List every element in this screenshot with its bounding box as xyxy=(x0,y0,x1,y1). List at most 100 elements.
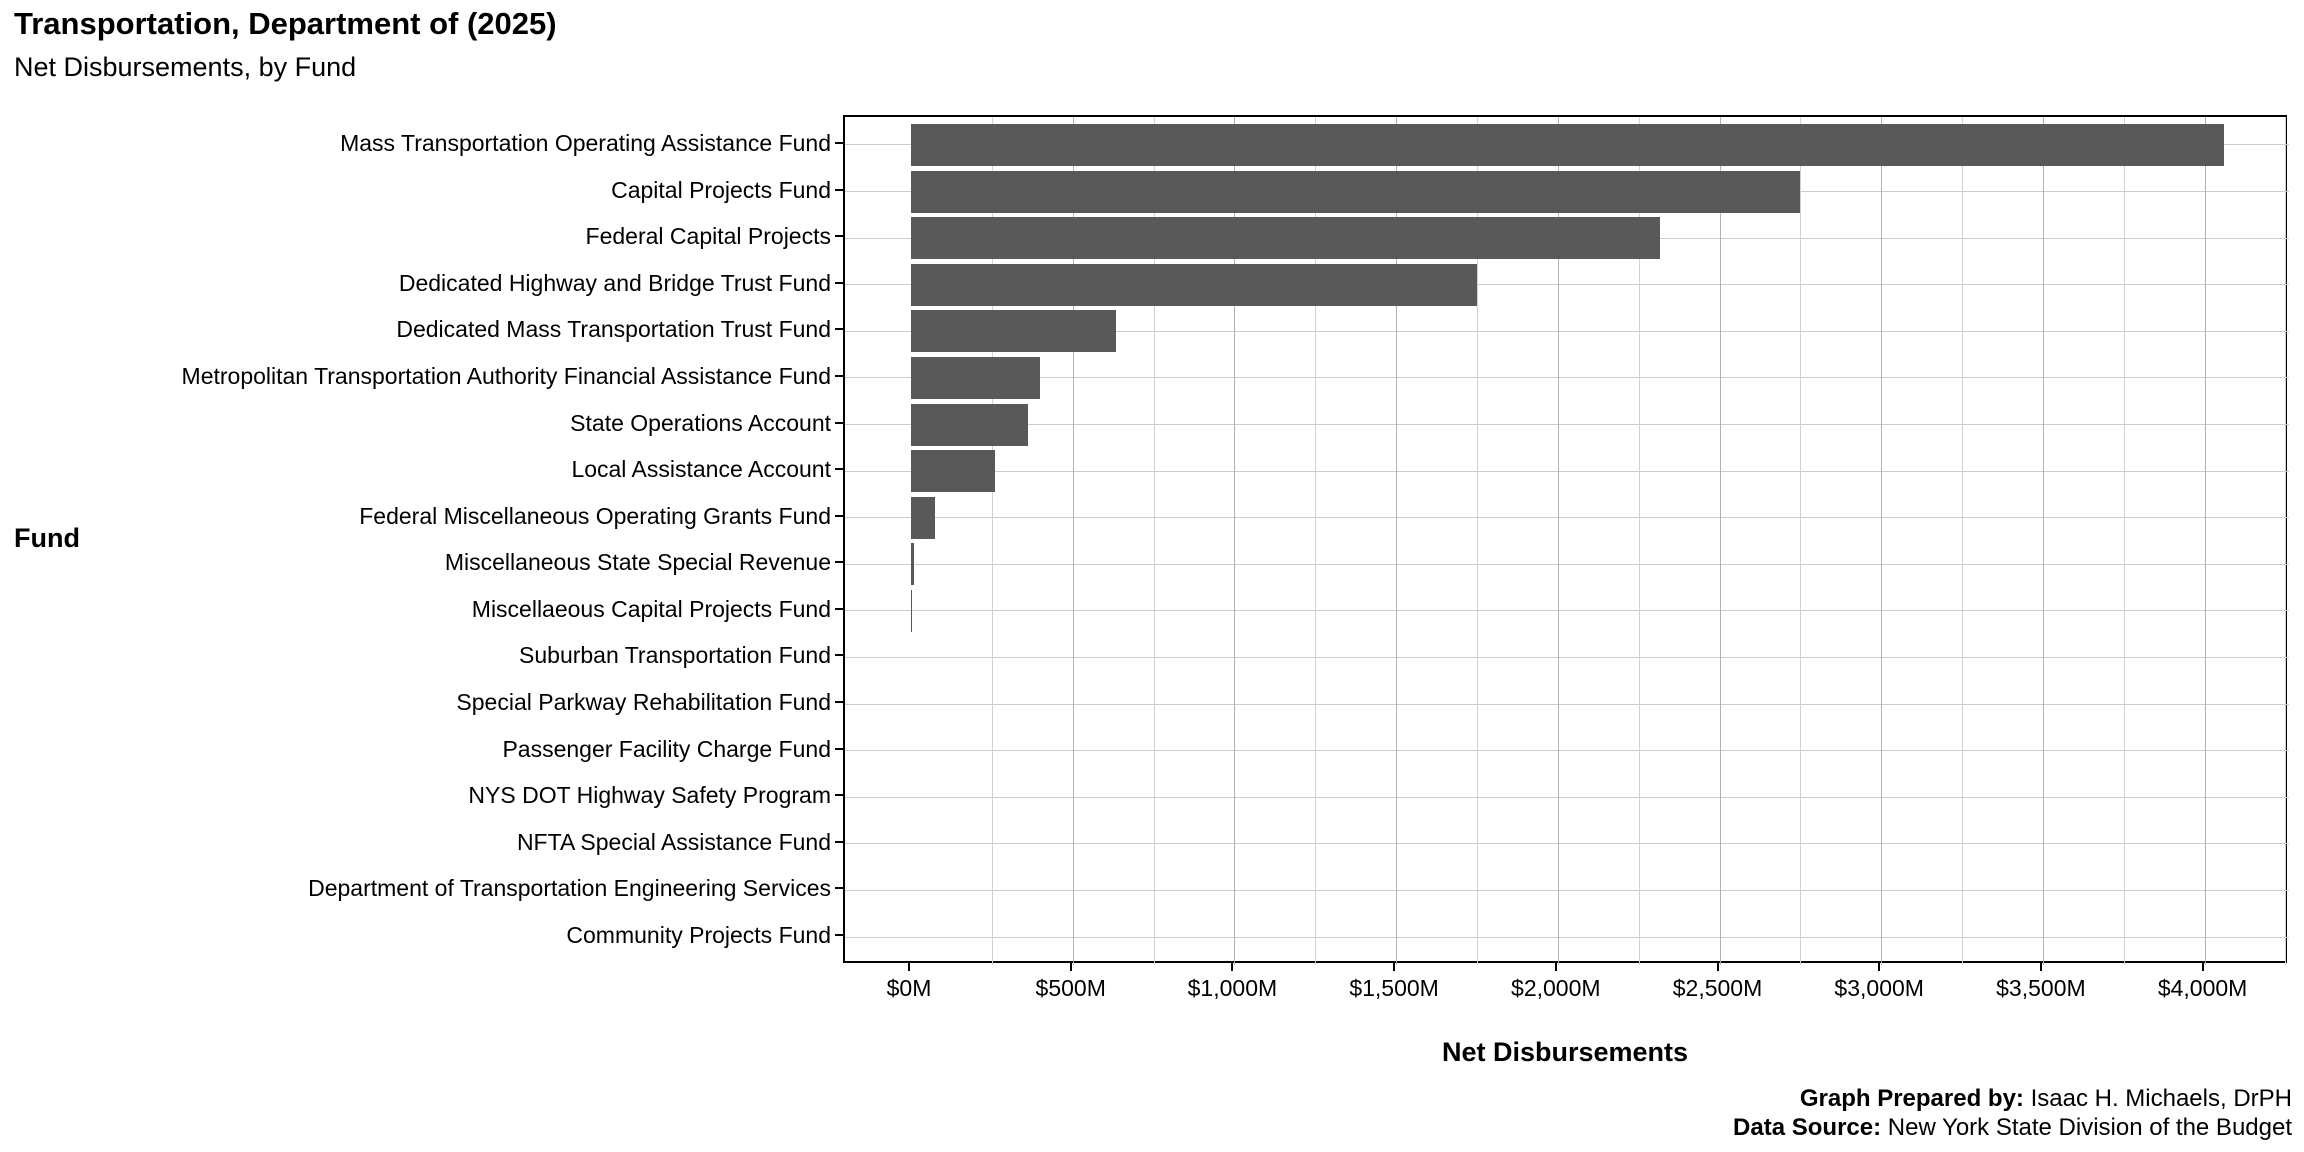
bar xyxy=(911,543,914,585)
gridline-major xyxy=(1072,117,1074,965)
bar xyxy=(911,124,2224,166)
gridline-major xyxy=(1881,117,1883,965)
bar xyxy=(911,264,1477,306)
footer-source-label: Data Source: xyxy=(1733,1114,1882,1141)
x-axis-tick-label: $1,500M xyxy=(1349,975,1439,1001)
y-tick-mark xyxy=(835,607,843,610)
gridline-minor xyxy=(2123,117,2125,965)
footer-prepared-label: Graph Prepared by: xyxy=(1799,1085,2024,1112)
x-axis-tick-label: $2,500M xyxy=(1672,975,1763,1001)
footer-source-line: Data Source: New York State Division of … xyxy=(1733,1113,2292,1142)
bar xyxy=(911,450,995,492)
footer-source-value: New York State Division of the Budget xyxy=(1881,1114,2292,1141)
gridline-horizontal xyxy=(845,703,2289,705)
gridline-horizontal xyxy=(845,517,2289,519)
y-tick-mark xyxy=(835,840,843,843)
x-axis-tick-label: $500M xyxy=(1035,975,1106,1001)
y-axis-label: Mass Transportation Operating Assistance… xyxy=(340,129,831,156)
gridline-horizontal xyxy=(845,936,2289,938)
y-axis-label: NFTA Special Assistance Fund xyxy=(516,828,831,855)
x-axis-tick-label: $2,000M xyxy=(1511,975,1601,1001)
y-tick-mark xyxy=(835,514,843,517)
y-tick-mark xyxy=(835,561,843,564)
y-axis-label: Community Projects Fund xyxy=(566,922,831,949)
y-axis-label: Special Parkway Rehabilitation Fund xyxy=(456,689,831,716)
bar xyxy=(911,497,935,539)
gridline-major xyxy=(1719,117,1721,965)
x-tick-mark xyxy=(2201,963,2204,971)
bar xyxy=(911,404,1028,446)
y-tick-mark xyxy=(835,421,843,424)
bar xyxy=(911,310,1116,352)
y-tick-mark xyxy=(835,281,843,284)
gridline-minor xyxy=(991,117,993,965)
footer-prepared-line: Graph Prepared by: Isaac H. Michaels, Dr… xyxy=(1733,1084,2292,1113)
x-axis-tick-label: $1,000M xyxy=(1187,975,1278,1001)
y-axis-label: NYS DOT Highway Safety Program xyxy=(468,782,831,809)
chart-subtitle: Net Disbursements, by Fund xyxy=(14,52,357,82)
x-tick-mark xyxy=(1878,963,1881,971)
gridline-horizontal xyxy=(845,843,2289,845)
gridline-minor xyxy=(1153,117,1155,965)
y-tick-mark xyxy=(835,328,843,331)
x-axis-title: Net Disbursements xyxy=(1441,1037,1689,1067)
gridline-horizontal xyxy=(845,284,2289,286)
y-axis-label: Miscellaneous State Special Revenue xyxy=(444,549,831,576)
y-tick-mark xyxy=(835,701,843,704)
y-tick-mark xyxy=(835,794,843,797)
footer-prepared-value: Isaac H. Michaels, DrPH xyxy=(2023,1085,2292,1112)
y-tick-mark xyxy=(835,468,843,471)
y-axis-label: Dedicated Mass Transportation Trust Fund xyxy=(396,316,831,343)
gridline-major xyxy=(1557,117,1559,965)
y-axis-label: Miscellaeous Capital Projects Fund xyxy=(471,595,831,622)
gridline-minor xyxy=(1800,117,1802,965)
x-axis-tick-label: $3,000M xyxy=(1834,975,1924,1001)
footer-credits: Graph Prepared by: Isaac H. Michaels, Dr… xyxy=(1733,1084,2292,1142)
gridline-minor xyxy=(1315,117,1317,965)
y-tick-mark xyxy=(835,747,843,750)
x-tick-mark xyxy=(908,963,910,971)
x-tick-mark xyxy=(2039,963,2042,971)
gridline-horizontal xyxy=(845,889,2289,891)
y-tick-mark xyxy=(835,934,843,937)
gridline-minor xyxy=(2285,117,2287,965)
y-axis-label: Dedicated Highway and Bridge Trust Fund xyxy=(398,269,831,296)
gridline-horizontal xyxy=(845,470,2289,472)
x-tick-mark xyxy=(1393,963,1396,971)
x-tick-mark xyxy=(1716,963,1719,971)
y-tick-mark xyxy=(835,141,843,144)
bar xyxy=(911,171,1800,213)
y-axis-label: Metropolitan Transportation Authority Fi… xyxy=(181,362,831,389)
gridline-horizontal xyxy=(845,377,2289,379)
gridline-horizontal xyxy=(845,330,2289,332)
gridline-major xyxy=(2204,117,2206,965)
y-axis-label: Federal Miscellaneous Operating Grants F… xyxy=(359,502,831,529)
gridline-minor xyxy=(1476,117,1478,965)
y-axis-label: Capital Projects Fund xyxy=(611,176,831,203)
bar xyxy=(911,217,1660,259)
y-tick-mark xyxy=(835,654,843,657)
gridline-horizontal xyxy=(845,750,2289,752)
gridline-horizontal xyxy=(845,563,2289,565)
y-axis-label: State Operations Account xyxy=(570,409,831,436)
gridline-major xyxy=(1234,117,1236,965)
gridline-horizontal xyxy=(845,796,2289,798)
y-tick-mark xyxy=(835,374,843,377)
y-axis-label: Federal Capital Projects xyxy=(585,223,831,250)
plot-panel xyxy=(843,115,2289,965)
y-tick-mark xyxy=(835,887,843,890)
x-axis-tick-label: $4,000M xyxy=(2157,975,2248,1001)
x-axis-tick-label: $0M xyxy=(886,975,932,1001)
gridline-minor xyxy=(1638,117,1640,965)
y-tick-mark xyxy=(835,235,843,238)
y-axis-label: Local Assistance Account xyxy=(571,456,831,483)
gridline-horizontal xyxy=(845,656,2289,658)
bar xyxy=(911,357,1040,399)
gridline-minor xyxy=(1962,117,1964,965)
x-tick-mark xyxy=(1554,963,1557,971)
y-axis-label: Passenger Facility Charge Fund xyxy=(502,735,831,762)
chart-title: Transportation, Department of (2025) xyxy=(14,6,557,41)
y-axis-label: Department of Transportation Engineering… xyxy=(308,875,831,902)
x-axis-tick-label: $3,500M xyxy=(1996,975,2086,1001)
